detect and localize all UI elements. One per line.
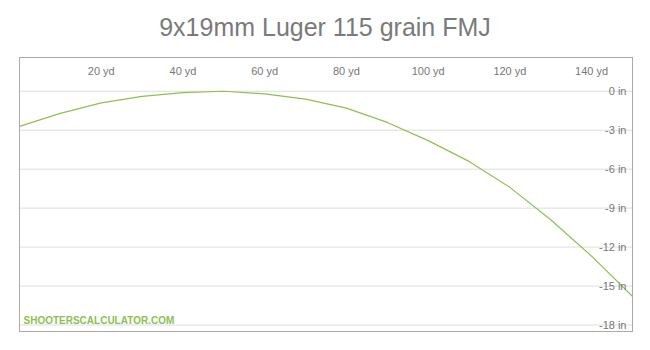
- svg-text:20 yd: 20 yd: [88, 65, 115, 77]
- svg-text:100 yd: 100 yd: [412, 65, 445, 77]
- svg-text:40 yd: 40 yd: [170, 65, 197, 77]
- svg-text:-6 in: -6 in: [605, 163, 626, 175]
- svg-text:-15 in: -15 in: [599, 280, 627, 292]
- svg-text:60 yd: 60 yd: [251, 65, 278, 77]
- svg-text:-3 in: -3 in: [605, 124, 626, 136]
- svg-text:-9 in: -9 in: [605, 202, 626, 214]
- svg-text:-18 in: -18 in: [599, 319, 627, 331]
- svg-text:SHOOTERSCALCULATOR.COM: SHOOTERSCALCULATOR.COM: [24, 315, 175, 326]
- svg-text:-12 in: -12 in: [599, 241, 627, 253]
- svg-text:0 in: 0 in: [609, 85, 627, 97]
- html-text:9x19mm Luger 115 grain FMJ: 9x19mm Luger 115 grain FMJ: [159, 13, 491, 41]
- svg-text:140 yd: 140 yd: [575, 65, 608, 77]
- svg-text:120 yd: 120 yd: [493, 65, 526, 77]
- svg-text:80 yd: 80 yd: [333, 65, 360, 77]
